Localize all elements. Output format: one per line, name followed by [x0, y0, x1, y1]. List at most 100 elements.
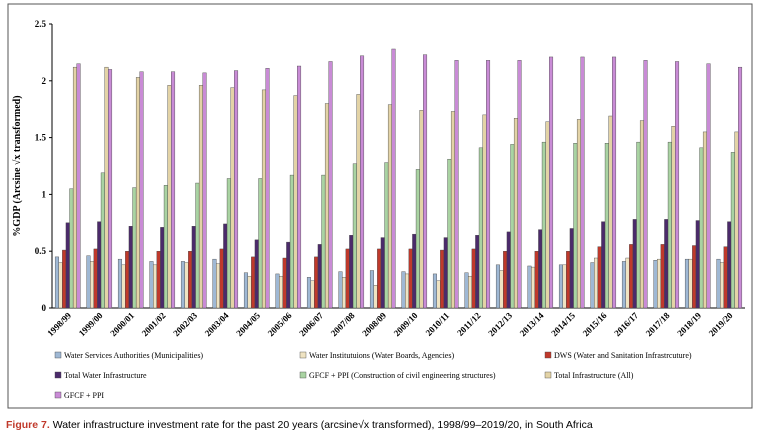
bar — [65, 222, 70, 309]
bar — [223, 223, 228, 309]
bar — [349, 235, 354, 309]
y-tick-label: 0.5 — [35, 246, 47, 256]
bar — [503, 250, 508, 309]
bar — [401, 271, 406, 309]
bar — [202, 72, 207, 309]
bar — [156, 250, 161, 309]
x-tick-label: 2007/08 — [329, 310, 357, 338]
bar — [569, 228, 574, 309]
bar — [275, 273, 280, 309]
legend-label: Water Institutuions (Water Boards, Agenc… — [309, 351, 454, 360]
bar — [412, 233, 417, 309]
bar — [580, 56, 585, 309]
legend-swatch — [299, 371, 307, 379]
bar — [261, 89, 266, 309]
bar — [297, 65, 302, 309]
legend-label: Water Services Authorities (Municipaliti… — [64, 351, 203, 360]
x-tick-label: 2014/15 — [549, 310, 577, 338]
bar — [566, 250, 571, 309]
bar — [62, 249, 67, 309]
bar — [180, 261, 185, 309]
legend-swatch — [54, 351, 62, 359]
bar — [100, 172, 105, 309]
bar — [317, 244, 322, 309]
x-tick-label: 2006/07 — [297, 310, 325, 338]
bar — [405, 273, 410, 309]
bar — [639, 120, 644, 309]
bar — [517, 60, 522, 309]
legend-label: DWS (Water and Sanitation Infrastrcuture… — [554, 351, 692, 360]
bar — [149, 261, 154, 309]
bar — [478, 147, 483, 309]
bar — [121, 264, 126, 309]
x-tick-label: 2008/09 — [360, 310, 388, 338]
bar — [342, 277, 347, 309]
bar — [432, 273, 437, 309]
legend-label: Total Water Infrastructure — [64, 371, 147, 380]
bar — [695, 220, 700, 309]
bar — [590, 262, 595, 309]
x-tick-label: 2019/20 — [707, 310, 735, 338]
bar — [195, 182, 200, 309]
bar — [251, 256, 256, 309]
bar — [108, 69, 113, 309]
bar — [310, 280, 315, 309]
bar — [234, 70, 239, 309]
bar — [384, 162, 389, 309]
bar — [415, 169, 420, 309]
bar — [495, 264, 500, 309]
y-tick-label: 2.5 — [35, 19, 47, 29]
bar — [279, 275, 284, 309]
bar — [454, 60, 459, 309]
bar — [90, 261, 95, 309]
x-tick-label: 2000/01 — [108, 310, 136, 338]
legend-swatch — [544, 351, 552, 359]
y-tick-label: 1 — [42, 189, 47, 199]
bar — [321, 174, 326, 309]
bar — [226, 178, 231, 309]
caption-text: Water infrastructure investment rate for… — [53, 419, 593, 431]
bar — [527, 265, 532, 309]
legend-label: Total Infrastructure (All) — [554, 371, 634, 380]
bar — [219, 248, 224, 309]
bar — [475, 235, 480, 309]
bar — [632, 219, 637, 309]
bar — [328, 61, 333, 309]
bar — [643, 60, 648, 309]
bar — [387, 104, 392, 309]
bar — [69, 188, 74, 309]
bar — [723, 246, 728, 309]
bar — [104, 66, 109, 309]
bar — [338, 271, 343, 309]
bar — [468, 275, 473, 309]
bar — [324, 103, 329, 309]
x-tick-label: 1998/99 — [45, 310, 73, 338]
bar — [423, 54, 428, 309]
bar — [513, 118, 518, 309]
legend-label: GFCF + PPI (Construction of civil engine… — [309, 371, 496, 380]
legend-swatch — [54, 371, 62, 379]
bar — [436, 280, 441, 309]
x-tick-label: 2010/11 — [424, 310, 452, 338]
bar — [314, 256, 319, 309]
x-tick-label: 2015/16 — [581, 310, 609, 338]
bar — [54, 256, 59, 309]
bar — [684, 258, 689, 309]
bar — [653, 260, 658, 309]
x-tick-label: 2017/18 — [644, 310, 672, 338]
y-tick-label: 1.5 — [35, 133, 47, 143]
bar — [198, 85, 203, 309]
bar — [380, 237, 385, 309]
bar — [58, 262, 63, 309]
bar — [86, 255, 91, 309]
bar — [160, 227, 165, 309]
bar — [373, 285, 378, 309]
x-tick-label: 2001/02 — [140, 310, 168, 338]
bar — [597, 246, 602, 309]
bar — [727, 221, 732, 309]
bar — [72, 66, 77, 309]
x-tick-label: 2011/12 — [455, 310, 483, 338]
bar — [738, 66, 743, 309]
bar — [664, 219, 669, 309]
